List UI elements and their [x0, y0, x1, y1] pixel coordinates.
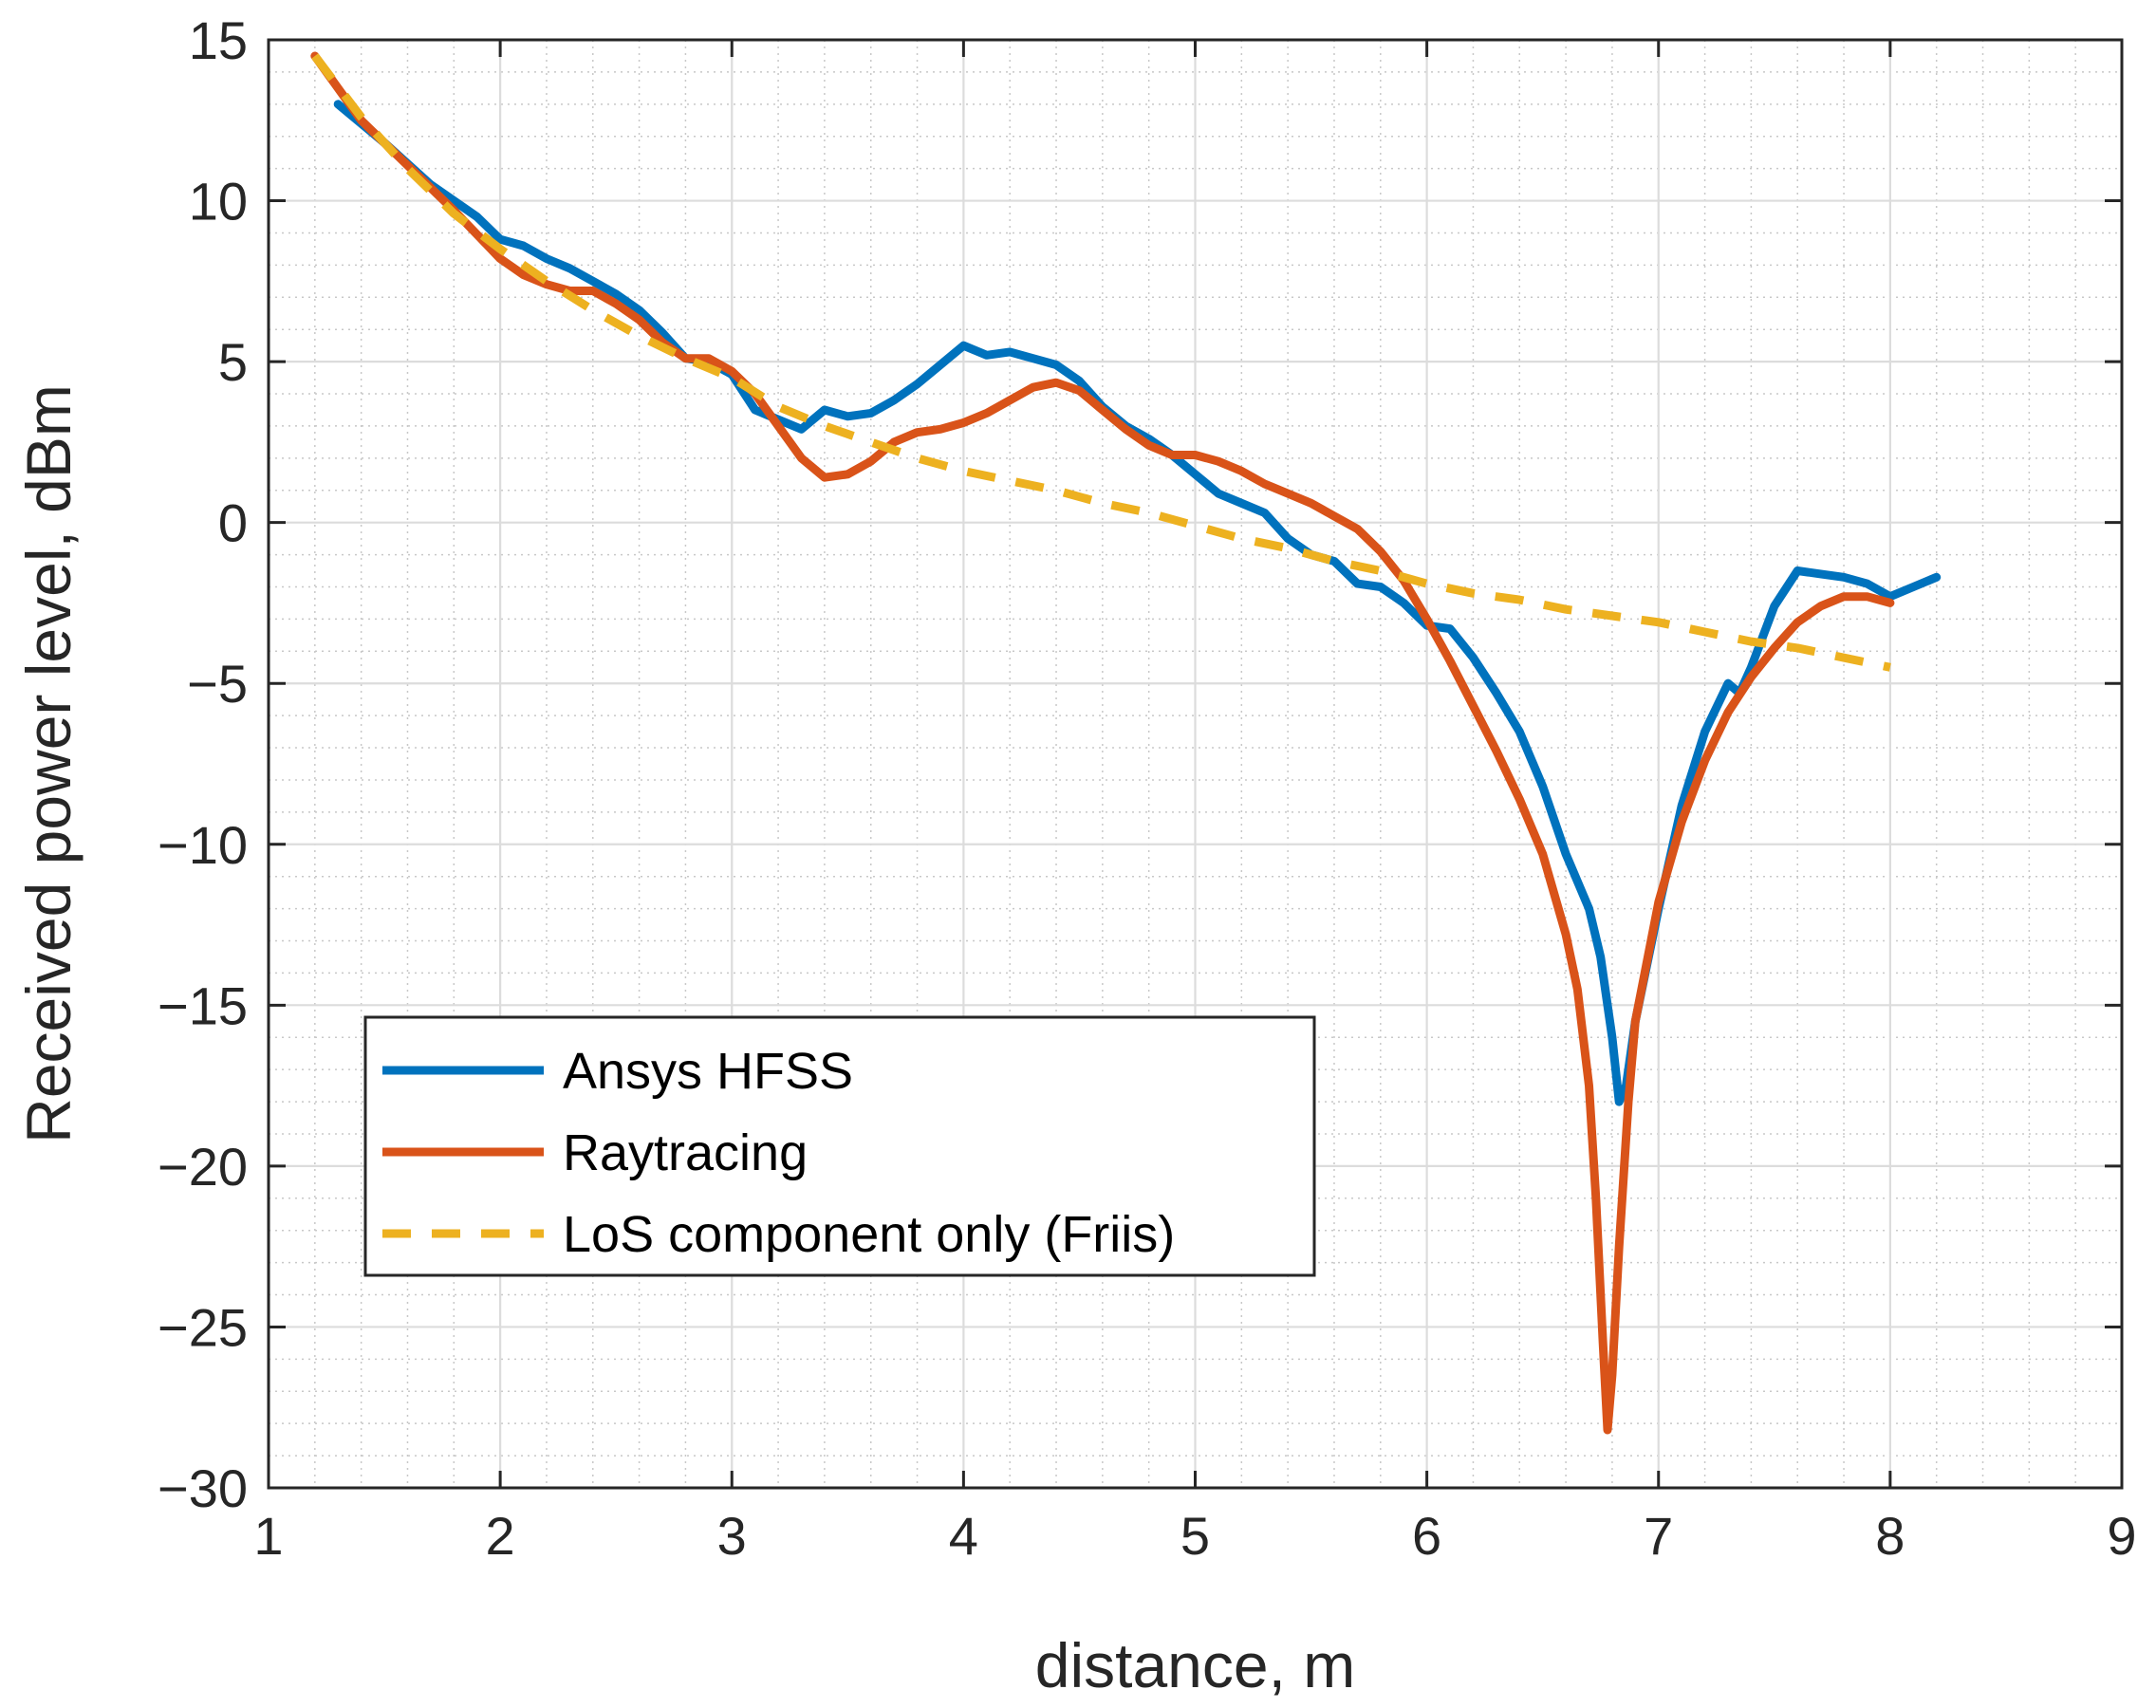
tick-marks	[267, 38, 2124, 1490]
legend-label: Ansys HFSS	[563, 1043, 853, 1100]
x-tick-label: 4	[949, 1506, 978, 1566]
x-tick-label: 2	[486, 1506, 515, 1566]
y-tick-label: −20	[158, 1137, 248, 1197]
legend-box	[363, 1015, 1316, 1277]
y-tick-label: −5	[187, 654, 248, 714]
y-tick-label: −30	[158, 1458, 248, 1518]
y-tick-label: −15	[158, 975, 248, 1035]
x-tick-label: 6	[1412, 1506, 1441, 1566]
y-axis-label: Received power level, dBm	[13, 384, 84, 1143]
x-tick-labels: 1 2 3 4 5 6 7 8 9	[253, 1506, 2136, 1566]
legend: Ansys HFSS Raytracing LoS component only (…	[363, 1015, 1316, 1277]
y-tick-label: 10	[189, 172, 248, 232]
x-tick-label: 1	[253, 1506, 283, 1566]
y-tick-label: 15	[189, 10, 248, 70]
x-tick-label: 8	[1875, 1506, 1905, 1566]
y-tick-label: −25	[158, 1297, 248, 1357]
minor-grid	[269, 40, 2122, 1488]
legend-label: Raytracing	[563, 1124, 808, 1181]
x-tick-label: 9	[2107, 1506, 2136, 1566]
legend-label: LoS component only (Friis)	[563, 1206, 1175, 1263]
y-tick-label: 5	[218, 332, 248, 392]
y-tick-label: 0	[218, 493, 248, 553]
series-line-los-component-only-friis	[311, 53, 1891, 672]
y-tick-label: −10	[158, 815, 248, 875]
x-tick-label: 7	[1644, 1506, 1673, 1566]
y-tick-labels: 15 10 5 0 −5 −10 −15 −20 −25 −30	[158, 10, 248, 1518]
x-axis-label: distance, m	[1035, 1630, 1355, 1700]
x-tick-label: 5	[1180, 1506, 1210, 1566]
series-layer	[310, 51, 1942, 1435]
x-tick-label: 3	[717, 1506, 747, 1566]
series-line-raytracing	[310, 51, 1895, 1435]
